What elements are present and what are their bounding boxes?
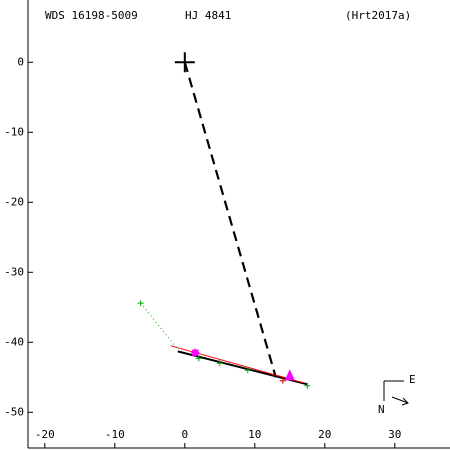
compass-north: N — [378, 403, 385, 416]
observation — [195, 355, 202, 362]
triangle-marker — [284, 369, 295, 381]
chart-title: WDS 16198-5009 — [45, 9, 138, 22]
y-tick-label: -50 — [4, 405, 24, 418]
orbit-line — [170, 345, 304, 384]
y-tick-label: -30 — [4, 265, 24, 278]
x-tick-label: 30 — [388, 428, 401, 441]
observation — [304, 382, 311, 389]
observation — [137, 300, 144, 307]
orbit-line — [140, 302, 179, 350]
compass-arrow — [391, 396, 409, 406]
y-tick-label: -40 — [4, 335, 24, 348]
star-marker — [191, 348, 200, 357]
x-tick-label: -20 — [35, 428, 55, 441]
compass-east: E — [409, 373, 416, 386]
y-tick-label: -20 — [4, 195, 24, 208]
observation — [279, 377, 286, 384]
y-tick-label: 0 — [17, 55, 24, 68]
x-tick-label: 0 — [181, 428, 188, 441]
observation — [216, 360, 223, 367]
x-tick-label: 20 — [318, 428, 331, 441]
compass: E N — [378, 373, 416, 416]
primary-marker — [174, 52, 195, 73]
orbit-line — [183, 61, 277, 378]
observation — [244, 367, 251, 374]
x-tick-label: -10 — [105, 428, 125, 441]
reference: (Hrt2017a) — [345, 9, 411, 22]
x-tick-label: 10 — [248, 428, 261, 441]
chart-subtitle: HJ 4841 — [185, 9, 231, 22]
y-tick-label: -10 — [4, 125, 24, 138]
